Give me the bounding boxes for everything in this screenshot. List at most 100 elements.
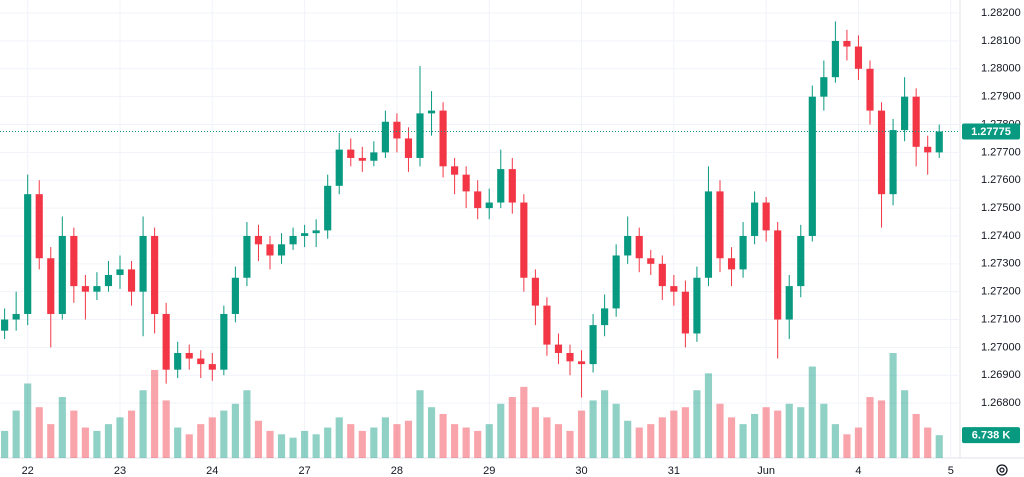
volume-bar (243, 390, 251, 458)
candle-body (370, 152, 378, 161)
candle-body (624, 235, 632, 256)
candle-body (47, 258, 55, 314)
candle-body (693, 277, 701, 334)
volume-bar (808, 366, 816, 458)
volume-bar (877, 400, 886, 458)
candle-body (635, 235, 643, 259)
candle-body (243, 235, 251, 278)
volume-bar (843, 434, 851, 458)
volume-bar (451, 424, 459, 458)
volume-bar (393, 424, 401, 458)
volume-bar (439, 413, 447, 458)
volume-bar (197, 424, 205, 458)
candle-body (416, 113, 424, 158)
candle-body (116, 269, 124, 275)
volume-bar (151, 369, 159, 458)
candle-body (808, 96, 816, 236)
volume-bar (104, 424, 113, 458)
candle-body (843, 40, 851, 47)
volume-bar (162, 400, 170, 458)
volume-bar (185, 434, 193, 458)
candle-body (1, 319, 9, 331)
settings-ring (996, 464, 1008, 476)
volume-bar (924, 427, 932, 458)
y-tick-label: 1.27500 (981, 202, 1021, 214)
candle-body (785, 286, 793, 320)
candle-body (231, 277, 239, 314)
volume-bar (335, 417, 343, 458)
candle-body (935, 131, 943, 153)
candle-body (601, 308, 609, 326)
candle-body (589, 325, 597, 365)
y-tick-label: 1.27700 (981, 146, 1021, 158)
volume-bar (301, 430, 309, 458)
candle-body (704, 191, 713, 278)
candle-body (81, 286, 89, 292)
volume-bar (624, 420, 632, 458)
volume-bar (497, 403, 505, 458)
volume-bar (693, 390, 701, 458)
y-tick-label: 1.28000 (981, 63, 1021, 75)
y-tick-label: 1.27900 (981, 91, 1021, 103)
volume-bar (254, 420, 263, 458)
candle-body (174, 352, 182, 370)
x-tick-label: 23 (114, 465, 126, 477)
x-tick-label: 30 (575, 465, 587, 477)
volume-bar (12, 410, 20, 458)
volume-bar (935, 435, 943, 458)
candle-body (612, 255, 620, 309)
y-tick-label: 1.26900 (981, 369, 1021, 381)
volume-bar (785, 403, 793, 458)
candle-body (139, 235, 147, 292)
y-tick-label: 1.26800 (981, 397, 1021, 409)
last-price-label: 1.27775 (971, 126, 1011, 138)
x-tick-label: 5 (948, 465, 954, 477)
candle-body (831, 40, 839, 78)
candle-body (520, 202, 528, 278)
volume-bar (70, 410, 78, 458)
volume-bar (220, 410, 228, 458)
volume-bar (543, 417, 551, 458)
volume-bar (681, 407, 689, 458)
settings-core (999, 467, 1005, 473)
volume-tag (962, 427, 1020, 444)
volume-bar (716, 403, 724, 458)
volume-bar (739, 424, 747, 458)
volume-bar (47, 424, 55, 458)
volume-bar (324, 427, 332, 458)
candle-body (381, 121, 389, 153)
volume-bar (866, 397, 874, 458)
volume-bar (647, 424, 655, 458)
candle-body (151, 235, 159, 314)
candle-body (877, 110, 886, 195)
volume-bar (751, 413, 759, 458)
candle-body (266, 244, 274, 256)
y-tick-label: 1.28100 (981, 35, 1021, 47)
candle-body (404, 138, 413, 158)
volume-bar (381, 417, 389, 458)
candle-body (439, 110, 447, 167)
volume-bar (831, 424, 839, 458)
candle-body (566, 352, 574, 362)
candle-body (797, 235, 805, 287)
candle-body (220, 313, 228, 370)
volume-bar (854, 427, 863, 458)
candle-body (508, 169, 516, 203)
volume-bar (174, 427, 182, 458)
volume-bar (81, 427, 89, 458)
candle-body (531, 277, 539, 306)
candle-body (301, 233, 309, 236)
candle-body (277, 244, 286, 256)
candle-body (58, 235, 66, 314)
candle-body (727, 258, 736, 270)
candle-body (185, 352, 193, 359)
candle-body (670, 286, 678, 292)
candle-body (451, 166, 459, 175)
volume-bar (312, 434, 320, 458)
settings-icon[interactable] (996, 464, 1008, 476)
candle-body (347, 149, 355, 158)
volume-bar (577, 410, 586, 458)
y-tick-label: 1.27400 (981, 230, 1021, 242)
